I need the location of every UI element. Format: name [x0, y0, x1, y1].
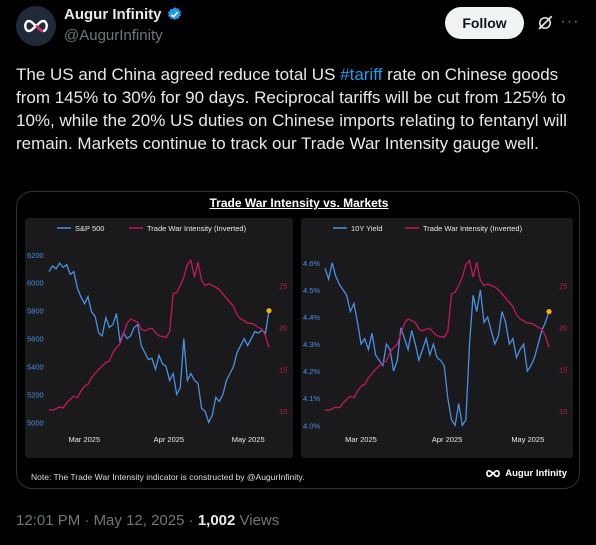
- chart-svg-sp500: S&P 500 Trade War Intensity (Inverted) 620…: [27, 224, 287, 444]
- grok-icon[interactable]: [536, 14, 554, 32]
- handle[interactable]: @AugurInfinity: [64, 27, 163, 44]
- sp500-chart-legend-label-1: Trade War Intensity (Inverted): [147, 224, 247, 233]
- sp500-chart-series-line-1: [48, 258, 270, 412]
- verified-badge-icon: [167, 7, 181, 20]
- infinity-logo-icon: [486, 469, 501, 478]
- tweet-text-part: rate on Chinese goods from 145% to 30% f…: [16, 65, 567, 153]
- infinity-logo-icon: [24, 19, 48, 33]
- yield-chart-series-line-0: [324, 262, 550, 428]
- tweet-media-image[interactable]: Trade War Intensity vs. Markets S&P 500 T…: [16, 191, 580, 489]
- chart-panel-10y: 10Y Yield Trade War Intensity (Inverted) 4…: [301, 218, 573, 458]
- yield-chart-legend-label-0: 10Y Yield: [351, 224, 383, 233]
- yield-chart-y-right-tick: 25: [559, 282, 567, 291]
- display-name[interactable]: Augur Infinity: [64, 6, 183, 23]
- chart-note: Note: The Trade War Intensity indicator …: [31, 472, 305, 482]
- sp500-chart-y-left-tick: 5800: [27, 307, 44, 316]
- yield-chart-series-line-1: [324, 258, 550, 412]
- tweet-header: Augur Infinity @AugurInfinity Follow ···: [16, 6, 580, 46]
- meta-separator: ·: [184, 512, 198, 529]
- chart-svg-10y: 10Y Yield Trade War Intensity (Inverted) 4…: [303, 224, 567, 444]
- avatar[interactable]: [16, 6, 56, 46]
- yield-chart-legend-label-1: Trade War Intensity (Inverted): [423, 224, 523, 233]
- yield-chart-y-left-tick: 4.1%: [303, 394, 320, 403]
- tweet-date[interactable]: May 12, 2025: [93, 512, 185, 529]
- sp500-chart-y-left-tick: 6000: [27, 279, 44, 288]
- sp500-chart-y-left-tick: 5000: [27, 418, 44, 427]
- sp500-chart-y-right-tick: 15: [279, 365, 287, 374]
- tweet-text: The US and China agreed reduce total US …: [16, 63, 582, 155]
- more-icon[interactable]: ···: [560, 13, 580, 30]
- sp500-chart-y-left-tick: 5400: [27, 363, 44, 372]
- sp500-chart-legend-label-0: S&P 500: [75, 224, 104, 233]
- follow-button[interactable]: Follow: [445, 7, 524, 39]
- yield-chart-x-tick: Apr 2025: [432, 435, 462, 444]
- hashtag-link[interactable]: #tariff: [340, 65, 383, 84]
- sp500-chart-y-right-tick: 25: [279, 282, 287, 291]
- chart-card: Trade War Intensity vs. Markets S&P 500 T…: [23, 196, 575, 486]
- yield-chart-y-left-tick: 4.0%: [303, 421, 320, 430]
- views-count: 1,002: [197, 512, 236, 529]
- meta-separator: ·: [80, 512, 94, 529]
- sp500-chart-y-left-tick: 6200: [27, 251, 44, 260]
- yield-chart-y-left-tick: 4.6%: [303, 259, 320, 268]
- sp500-chart-y-right-tick: 20: [279, 323, 287, 332]
- yield-chart-y-left-tick: 4.2%: [303, 367, 320, 376]
- sp500-chart-x-tick: Mar 2025: [68, 435, 100, 444]
- yield-chart-latest-point: [546, 308, 552, 315]
- views-label: Views: [235, 512, 280, 529]
- tweet-time[interactable]: 12:01 PM: [16, 512, 81, 529]
- yield-chart-y-right-tick: 20: [559, 323, 567, 332]
- yield-chart-y-left-tick: 4.3%: [303, 340, 320, 349]
- sp500-chart-x-tick: Apr 2025: [154, 435, 184, 444]
- chart-brand: Augur Infinity: [485, 468, 567, 479]
- chart-title: Trade War Intensity vs. Markets: [209, 196, 389, 210]
- sp500-chart-series-line-0: [48, 262, 270, 425]
- yield-chart-y-left-tick: 4.4%: [303, 313, 320, 322]
- sp500-chart-y-left-tick: 5200: [27, 390, 44, 399]
- chart-panel-sp500: S&P 500 Trade War Intensity (Inverted) 620…: [25, 218, 293, 458]
- tweet-text-part: The US and China agreed reduce total US: [16, 65, 341, 84]
- yield-chart-y-left-tick: 4.5%: [303, 286, 320, 295]
- sp500-chart-x-tick: May 2025: [232, 435, 265, 444]
- yield-chart-y-right-tick: 15: [559, 365, 567, 374]
- sp500-chart-y-left-tick: 5600: [27, 335, 44, 344]
- yield-chart-y-right-tick: 10: [559, 407, 567, 416]
- sp500-chart-latest-point: [266, 308, 272, 314]
- display-name-text[interactable]: Augur Infinity: [64, 6, 162, 23]
- sp500-chart-y-right-tick: 10: [279, 407, 287, 416]
- chart-brand-text: Augur Infinity: [505, 468, 567, 479]
- yield-chart-x-tick: May 2025: [511, 435, 544, 444]
- tweet-meta: 12:01 PM · May 12, 2025 · 1,002 Views: [16, 512, 279, 529]
- yield-chart-x-tick: Mar 2025: [345, 435, 377, 444]
